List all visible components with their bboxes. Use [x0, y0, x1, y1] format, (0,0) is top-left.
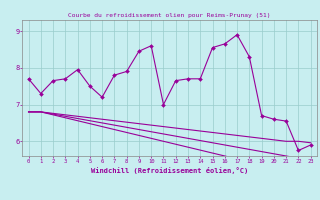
X-axis label: Windchill (Refroidissement éolien,°C): Windchill (Refroidissement éolien,°C) — [91, 167, 248, 174]
Title: Courbe du refroidissement olien pour Reims-Prunay (51): Courbe du refroidissement olien pour Rei… — [68, 13, 271, 18]
